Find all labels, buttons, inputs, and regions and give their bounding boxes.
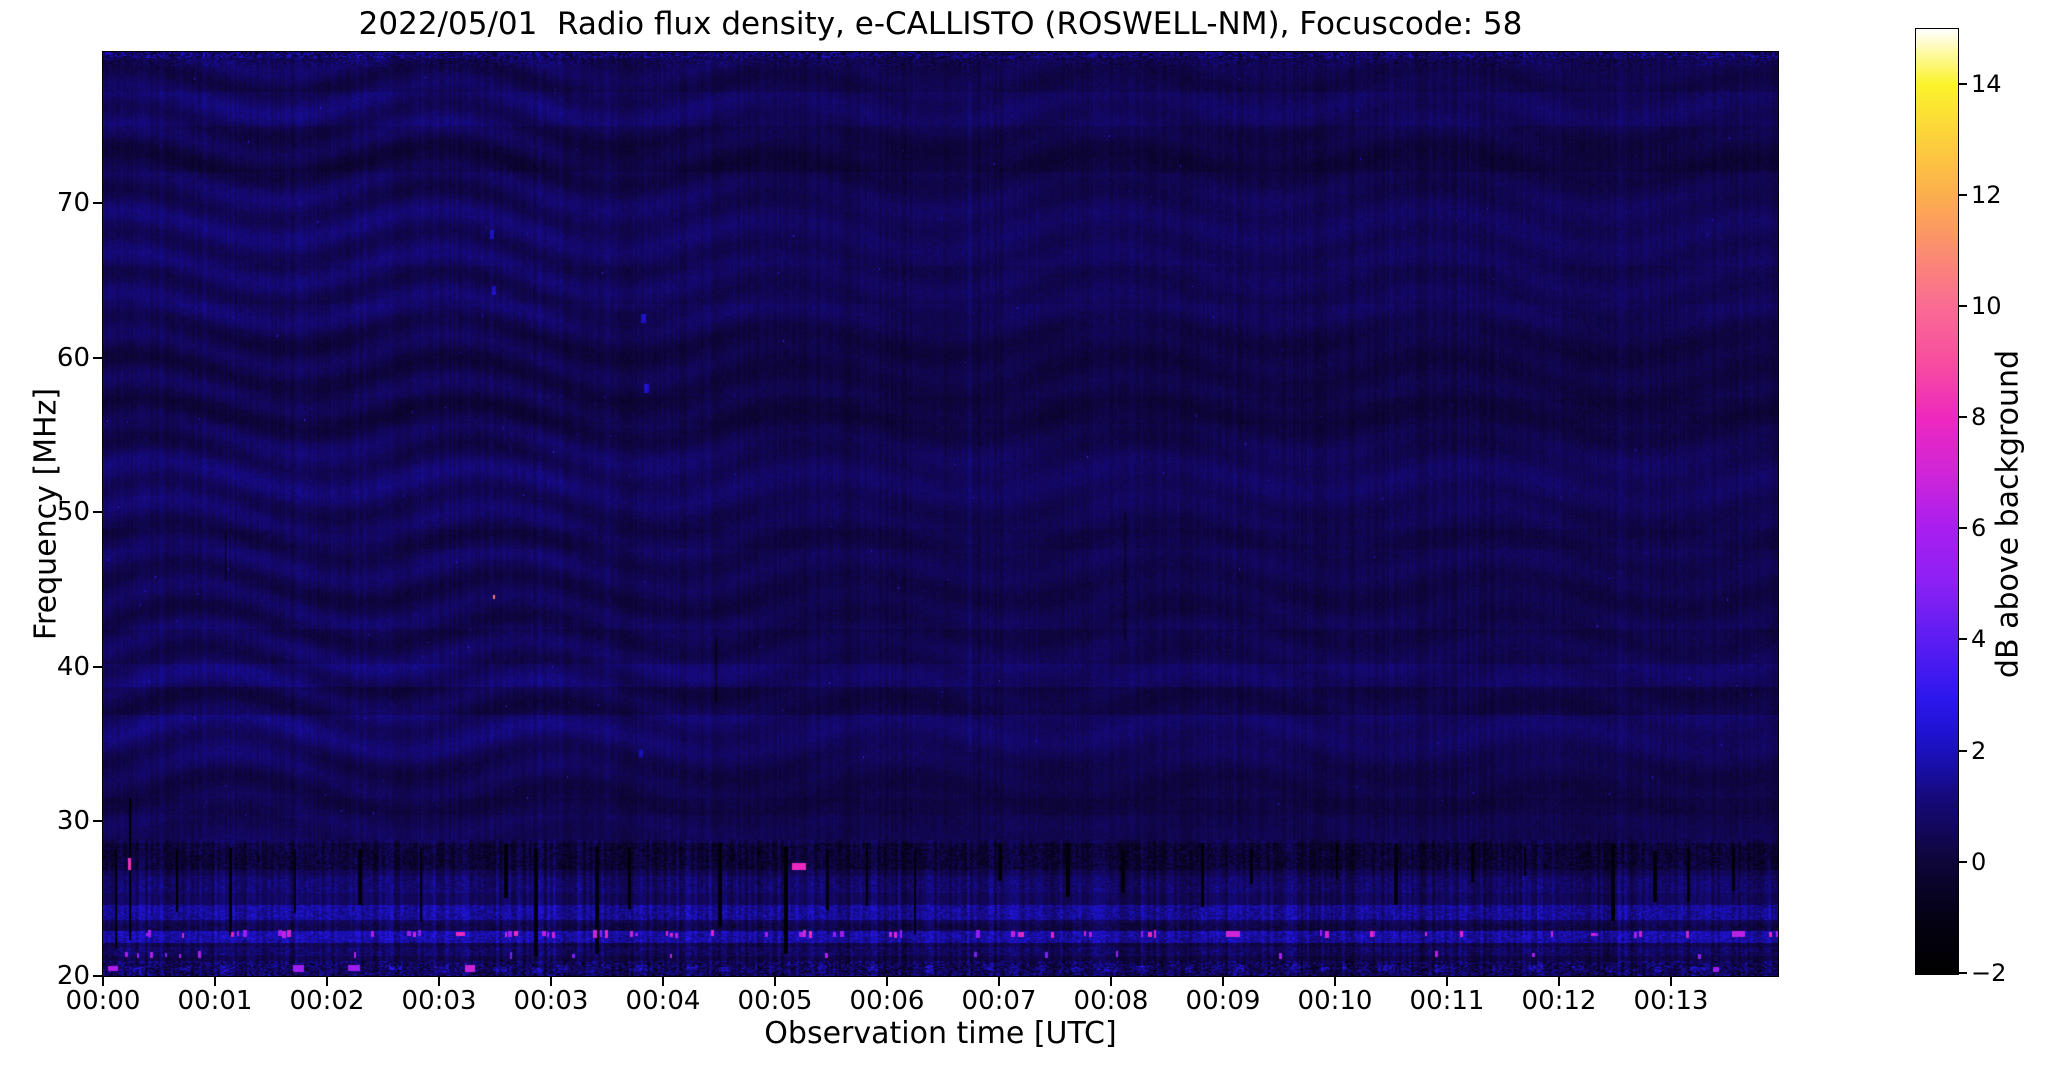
x-tick-label: 00:02: [289, 986, 365, 1016]
colorbar-tick-mark: [1959, 638, 1967, 641]
y-tick-mark: [93, 665, 102, 668]
x-tick-mark: [1110, 977, 1112, 986]
x-tick-label: 00:08: [1073, 986, 1149, 1016]
x-tick-mark: [1446, 977, 1448, 986]
colorbar-tick-label: 0: [1971, 847, 1987, 876]
x-tick-label: 00:03: [513, 986, 589, 1016]
spectrogram-canvas: [103, 52, 1778, 976]
x-tick-label: 00:07: [961, 986, 1037, 1016]
y-tick-label: 60: [56, 342, 90, 373]
colorbar-tick-label: 2: [1971, 736, 1987, 765]
y-tick-label: 50: [56, 497, 90, 528]
x-tick-mark: [1222, 977, 1224, 986]
x-tick-mark: [886, 977, 888, 986]
colorbar-tick-label: 6: [1971, 514, 1987, 543]
x-tick-label: 00:00: [65, 986, 141, 1016]
y-tick-label: 40: [56, 651, 90, 682]
colorbar-label: dB above background: [1990, 349, 2026, 679]
y-tick-mark: [93, 975, 102, 977]
x-tick-label: 00:11: [1409, 986, 1485, 1016]
x-tick-mark: [326, 977, 328, 986]
colorbar-tick-mark: [1959, 527, 1967, 530]
colorbar-tick-mark: [1959, 972, 1967, 974]
x-tick-label: 00:03: [401, 986, 477, 1016]
x-tick-label: 00:04: [625, 986, 701, 1016]
y-tick-mark: [93, 820, 102, 823]
y-tick-label: 30: [56, 806, 90, 837]
colorbar-tick-mark: [1959, 304, 1967, 307]
x-tick-mark: [1670, 977, 1672, 986]
x-tick-mark: [1558, 977, 1560, 986]
colorbar-tick-label: 8: [1971, 403, 1987, 432]
colorbar-tick-label: 4: [1971, 625, 1987, 654]
colorbar-tick-mark: [1959, 416, 1967, 419]
x-tick-label: 00:12: [1521, 986, 1597, 1016]
chart-title: 2022/05/01 Radio flux density, e-CALLIST…: [358, 6, 1523, 42]
colorbar-tick-mark: [1959, 193, 1967, 196]
y-tick-label: 20: [56, 961, 90, 991]
x-tick-label: 00:01: [177, 986, 253, 1016]
x-tick-mark: [998, 977, 1000, 986]
x-tick-mark: [102, 977, 104, 986]
x-tick-mark: [662, 977, 664, 986]
y-tick-mark: [93, 202, 102, 205]
x-tick-label: 00:10: [1297, 986, 1373, 1016]
plot-area: [103, 52, 1778, 976]
colorbar-tick-label: 14: [1971, 69, 2002, 98]
colorbar-tick-mark: [1959, 749, 1967, 752]
colorbar-tick-label: −2: [1971, 959, 2007, 987]
x-tick-mark: [774, 977, 776, 986]
x-axis-label: Observation time [UTC]: [764, 1016, 1117, 1051]
x-tick-label: 00:09: [1185, 986, 1261, 1016]
y-tick-label: 70: [56, 188, 90, 219]
colorbar-tick-mark: [1959, 860, 1967, 863]
colorbar: [1915, 28, 1959, 975]
x-tick-label: 00:06: [849, 986, 925, 1016]
colorbar-tick-label: 10: [1971, 291, 2002, 320]
colorbar-tick-mark: [1959, 82, 1967, 85]
colorbar-gradient: [1916, 29, 1958, 974]
colorbar-tick-label: 12: [1971, 180, 2002, 209]
y-tick-mark: [93, 356, 102, 359]
x-tick-label: 00:05: [737, 986, 813, 1016]
x-tick-mark: [1334, 977, 1336, 986]
x-tick-mark: [438, 977, 440, 986]
x-tick-label: 00:13: [1633, 986, 1709, 1016]
x-tick-mark: [214, 977, 216, 986]
y-tick-mark: [93, 511, 102, 514]
x-tick-mark: [550, 977, 552, 986]
